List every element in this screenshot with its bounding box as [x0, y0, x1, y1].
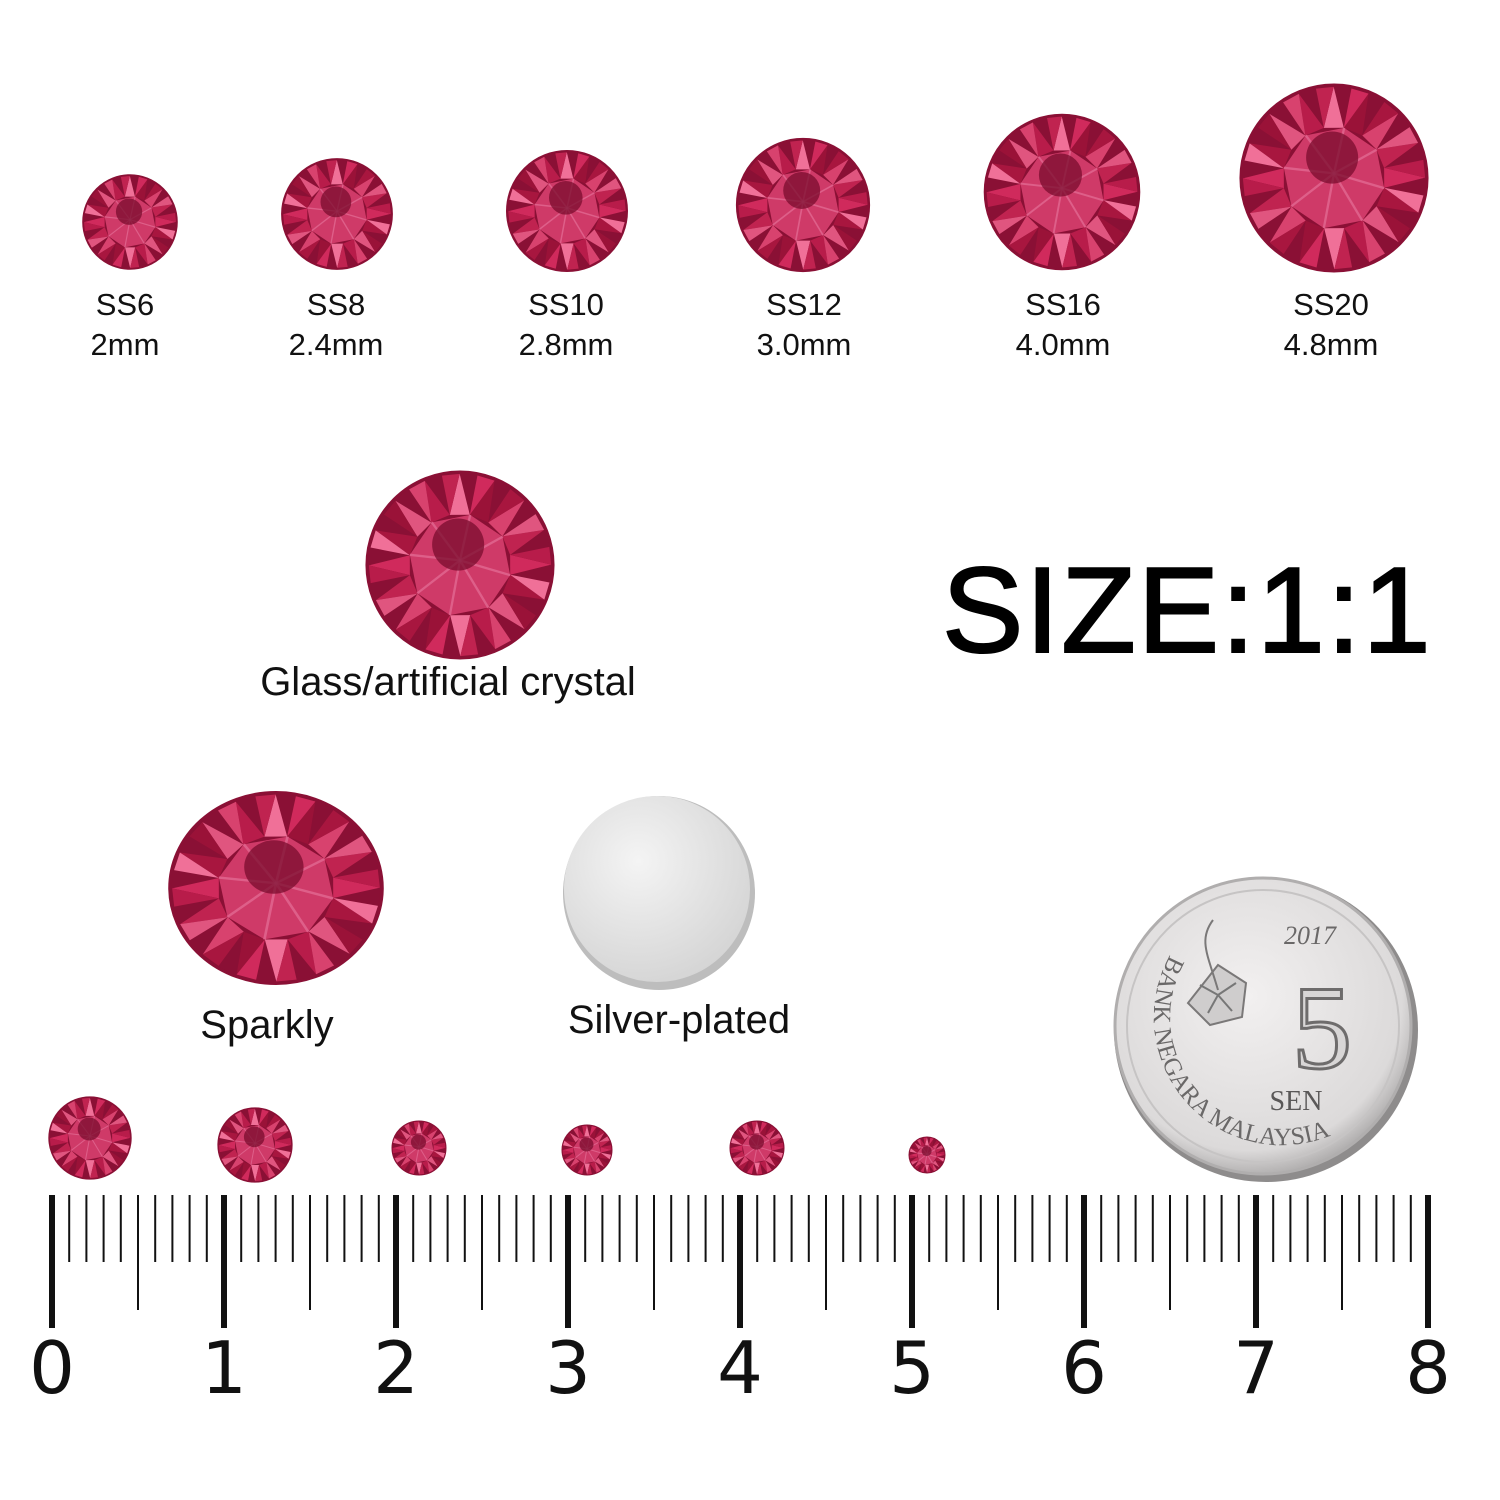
- gem-ss12: [735, 137, 871, 273]
- ruler-label: 3: [545, 1326, 591, 1410]
- size-mm: 2.8mm: [518, 327, 614, 362]
- feature-silver-plated-label: Silver-plated: [567, 998, 791, 1042]
- size-code: SS20: [1293, 287, 1369, 322]
- size-mm: 2.4mm: [288, 327, 384, 362]
- ruler-label: 5: [889, 1326, 935, 1410]
- size-label-ss12: SS12 3.0mm: [757, 285, 852, 365]
- size-label-ss8: SS8 2.4mm: [289, 285, 384, 365]
- ruler-label: 1: [201, 1326, 247, 1410]
- size-code: SS10: [528, 287, 604, 322]
- size-mm: 4.0mm: [1015, 327, 1111, 362]
- feature-sparkly-label: Sparkly: [200, 1003, 334, 1047]
- ruler-label: 0: [29, 1326, 75, 1410]
- gem-ruler-sample-2: [217, 1107, 293, 1183]
- ruler-label: 8: [1405, 1326, 1451, 1410]
- gem-ruler-sample-1: [48, 1096, 132, 1180]
- size-label-ss16: SS16 4.0mm: [1016, 285, 1111, 365]
- coin-value: 5: [1292, 961, 1352, 1094]
- size-mm: 3.0mm: [756, 327, 852, 362]
- coin-unit: SEN: [1270, 1086, 1323, 1117]
- ruler-label: 4: [717, 1326, 763, 1410]
- gem-ss6: [82, 174, 178, 270]
- gem-ruler-sample-6: [908, 1136, 946, 1174]
- ruler: 0 1 2 3 4 5 6 7 8: [29, 1195, 1451, 1410]
- size-mm: 2mm: [90, 327, 160, 362]
- scale-label: SIZE:1:1: [941, 541, 1433, 679]
- gem-ss16: [983, 113, 1141, 271]
- size-code: SS8: [306, 287, 366, 322]
- coin-5-sen: 2017 5 SEN BANK NEGARA MALAYSIA: [1113, 876, 1418, 1182]
- gem-ss20: [1239, 83, 1429, 273]
- gem-ss8: [281, 158, 393, 270]
- size-code: SS16: [1025, 287, 1101, 322]
- ruler-label: 6: [1061, 1326, 1107, 1410]
- gem-ss10: [506, 150, 628, 272]
- coin-year: 2017: [1284, 921, 1337, 950]
- silver-backing-disk: [563, 796, 755, 990]
- gem-sparkly-angled: [168, 791, 384, 985]
- size-code: SS6: [95, 287, 155, 322]
- size-label-ss6: SS6 2mm: [91, 285, 160, 365]
- ruler-label: 7: [1233, 1326, 1279, 1410]
- gem-ruler-sample-5: [729, 1120, 785, 1176]
- material-label: Glass/artificial crystal: [260, 660, 636, 704]
- size-label-ss20: SS20 4.8mm: [1284, 285, 1379, 365]
- ruler-label: 2: [373, 1326, 419, 1410]
- gem-ruler-sample-4: [561, 1124, 613, 1176]
- size-label-ss10: SS10 2.8mm: [519, 285, 614, 365]
- gem-large-sample: [365, 470, 555, 660]
- size-mm: 4.8mm: [1283, 327, 1379, 362]
- size-code: SS12: [766, 287, 842, 322]
- gem-ruler-sample-3: [391, 1120, 447, 1176]
